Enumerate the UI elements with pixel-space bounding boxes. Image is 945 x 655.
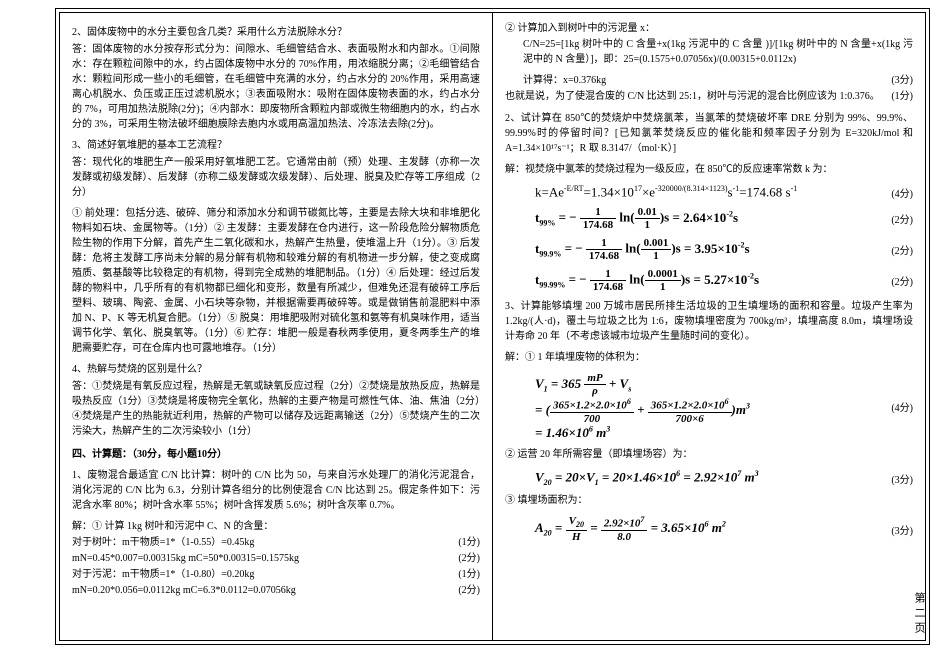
rq2-sol-line: 解：视焚烧中氯苯的焚烧过程为一级反应，在 850℃的反应速率常数 k 为： — [505, 162, 913, 178]
calc-score-2: (2分) — [450, 551, 480, 567]
q4-title: 4、热解与焚烧的区别是什么？ — [72, 362, 480, 377]
q4-answer: 答：①焚烧是有氧反应过程，热解是无氧或缺氧反应过程（2分）②焚烧是放热反应，热解… — [72, 379, 480, 439]
calc2-conclusion: 也就是说，为了使混合废的 C/N 比达到 25:1，树叶与污泥的混合比例应该为 … — [505, 89, 913, 105]
v20-score: (3分) — [883, 471, 913, 486]
calc2-desc: C/N=25=[1kg 树叶中的 C 含量+x(1kg 污泥中的 C 含量 )]… — [505, 37, 913, 67]
k-score: (4分) — [883, 185, 913, 200]
v1-line: V1 = 365 mPρ + Vs = (365×1.2×2.0×106700 … — [505, 372, 913, 441]
calc2-result: 计算得：x=0.376kg (3分) — [505, 73, 913, 89]
v1-score: (4分) — [883, 399, 913, 414]
t99-formula: t99% = − 1174.68 ln(0.011)s = 2.64×10-2s — [505, 206, 883, 231]
t999-score: (2分) — [883, 242, 913, 257]
section4-heading: 四、计算题：（30分，每小题10分） — [72, 447, 480, 462]
t999-line: t99.9% = − 1174.68 ln(0.0011)s = 3.95×10… — [505, 237, 913, 262]
k-formula-line: k=Ae-E/RT=1.34×1017×e-320000/(8.314×1123… — [505, 184, 913, 200]
v1-formula: V1 = 365 mPρ + Vs = (365×1.2×2.0×106700 … — [505, 372, 883, 441]
rq3-title: 3、计算能够填埋 200 万城市居民所排生活垃圾的卫生填埋场的面积和容量。垃圾产… — [505, 299, 913, 344]
a20-score: (3分) — [883, 522, 913, 537]
t9999-formula: t99.99% = − 1174.68 ln(0.00011)s = 5.27×… — [505, 268, 883, 293]
q3-answer-line1: 答：现代化的堆肥生产一般采用好氧堆肥工艺。它通常由前（预）处理、主发酵（亦称一次… — [72, 155, 480, 200]
t999-formula: t99.9% = − 1174.68 ln(0.0011)s = 3.95×10… — [505, 237, 883, 262]
section4-q1-sol-heading: 解：① 计算 1kg 树叶和污泥中 C、N 的含量： — [72, 519, 480, 535]
calc-score-4: (2分) — [450, 583, 480, 599]
calc-text-2: mN=0.45*0.007=0.00315kg mC=50*0.00315=0.… — [72, 551, 299, 567]
page-inner-border: 2、固体废物中的水分主要包含几类？采用什么方法脱除水分？ 答：固体废物的水分按存… — [59, 12, 926, 641]
q3-answer-line2: ① 前处理：包括分选、破碎、筛分和添加水分和调节碳氮比等，主要是去除大块和非堆肥… — [72, 206, 480, 356]
calc2-heading: ② 计算加入到树叶中的污泥量 x： — [505, 21, 913, 37]
calc2-result-score: (3分) — [883, 73, 913, 89]
calc-line-1: 对于树叶：m干物质=1*（1-0.55）=0.45kg (1分) — [72, 535, 480, 551]
calc-score-1: (1分) — [450, 535, 480, 551]
t99-line: t99% = − 1174.68 ln(0.011)s = 2.64×10-2s… — [505, 206, 913, 231]
calc-line-4: mN=0.20*0.056=0.0112kg mC=6.3*0.0112=0.0… — [72, 583, 480, 599]
t99-score: (2分) — [883, 211, 913, 226]
page-outer-border: 2、固体废物中的水分主要包含几类？采用什么方法脱除水分？ 答：固体废物的水分按存… — [55, 8, 930, 645]
t9999-line: t99.99% = − 1174.68 ln(0.00011)s = 5.27×… — [505, 268, 913, 293]
q3-title: 3、简述好氧堆肥的基本工艺流程？ — [72, 138, 480, 153]
q2-title: 2、固体废物中的水分主要包含几类？采用什么方法脱除水分？ — [72, 25, 480, 40]
calc2-conclusion-score: (1分) — [883, 89, 913, 105]
t9999-score: (2分) — [883, 273, 913, 288]
calc2-conclusion-text: 也就是说，为了使混合废的 C/N 比达到 25:1，树叶与污泥的混合比例应该为 … — [505, 89, 880, 105]
page-side-label: 第二页 — [911, 592, 927, 637]
calc-text-1: 对于树叶：m干物质=1*（1-0.55）=0.45kg — [72, 535, 254, 551]
rq3-sol1-heading: 解：① 1 年填埋废物的体积为： — [505, 350, 913, 366]
calc2-result-text: 计算得：x=0.376kg — [505, 73, 606, 89]
calc-text-4: mN=0.20*0.056=0.0112kg mC=6.3*0.0112=0.0… — [72, 583, 296, 599]
v20-formula: V20 = 20×V1 = 20×1.46×106 = 2.92×107 m3 — [505, 469, 883, 487]
rq3-sol2-heading: ② 运营 20 年所需容量（即填埋场容）为： — [505, 447, 913, 463]
a20-formula: A20 = V20H = 2.92×1078.0 = 3.65×106 m2 — [505, 515, 883, 543]
v20-line: V20 = 20×V1 = 20×1.46×106 = 2.92×107 m3 … — [505, 469, 913, 487]
rq3-sol3-heading: ③ 填埋场面积为： — [505, 493, 913, 509]
calc-line-2: mN=0.45*0.007=0.00315kg mC=50*0.00315=0.… — [72, 551, 480, 567]
rq2-title: 2、试计算在 850℃的焚烧炉中焚烧氯苯，当氯苯的焚烧破坏率 DRE 分别为 9… — [505, 111, 913, 156]
section4-q1-title: 1、废物混合最适宜 C/N 比计算：树叶的 C/N 比为 50，与来自污水处理厂… — [72, 468, 480, 513]
calc-score-3: (1分) — [450, 567, 480, 583]
calc-line-3: 对于污泥：m干物质=1*（1-0.80）=0.20kg (1分) — [72, 567, 480, 583]
a20-line: A20 = V20H = 2.92×1078.0 = 3.65×106 m2 (… — [505, 515, 913, 543]
q2-answer: 答：固体废物的水分按存形式分为：间隙水、毛细管结合水、表面吸附水和内部水。①间隙… — [72, 42, 480, 132]
left-column: 2、固体废物中的水分主要包含几类？采用什么方法脱除水分？ 答：固体废物的水分按存… — [60, 13, 493, 640]
right-column: ② 计算加入到树叶中的污泥量 x： C/N=25=[1kg 树叶中的 C 含量+… — [493, 13, 925, 640]
calc-text-3: 对于污泥：m干物质=1*（1-0.80）=0.20kg — [72, 567, 254, 583]
k-formula: k=Ae-E/RT=1.34×1017×e-320000/(8.314×1123… — [505, 184, 883, 200]
